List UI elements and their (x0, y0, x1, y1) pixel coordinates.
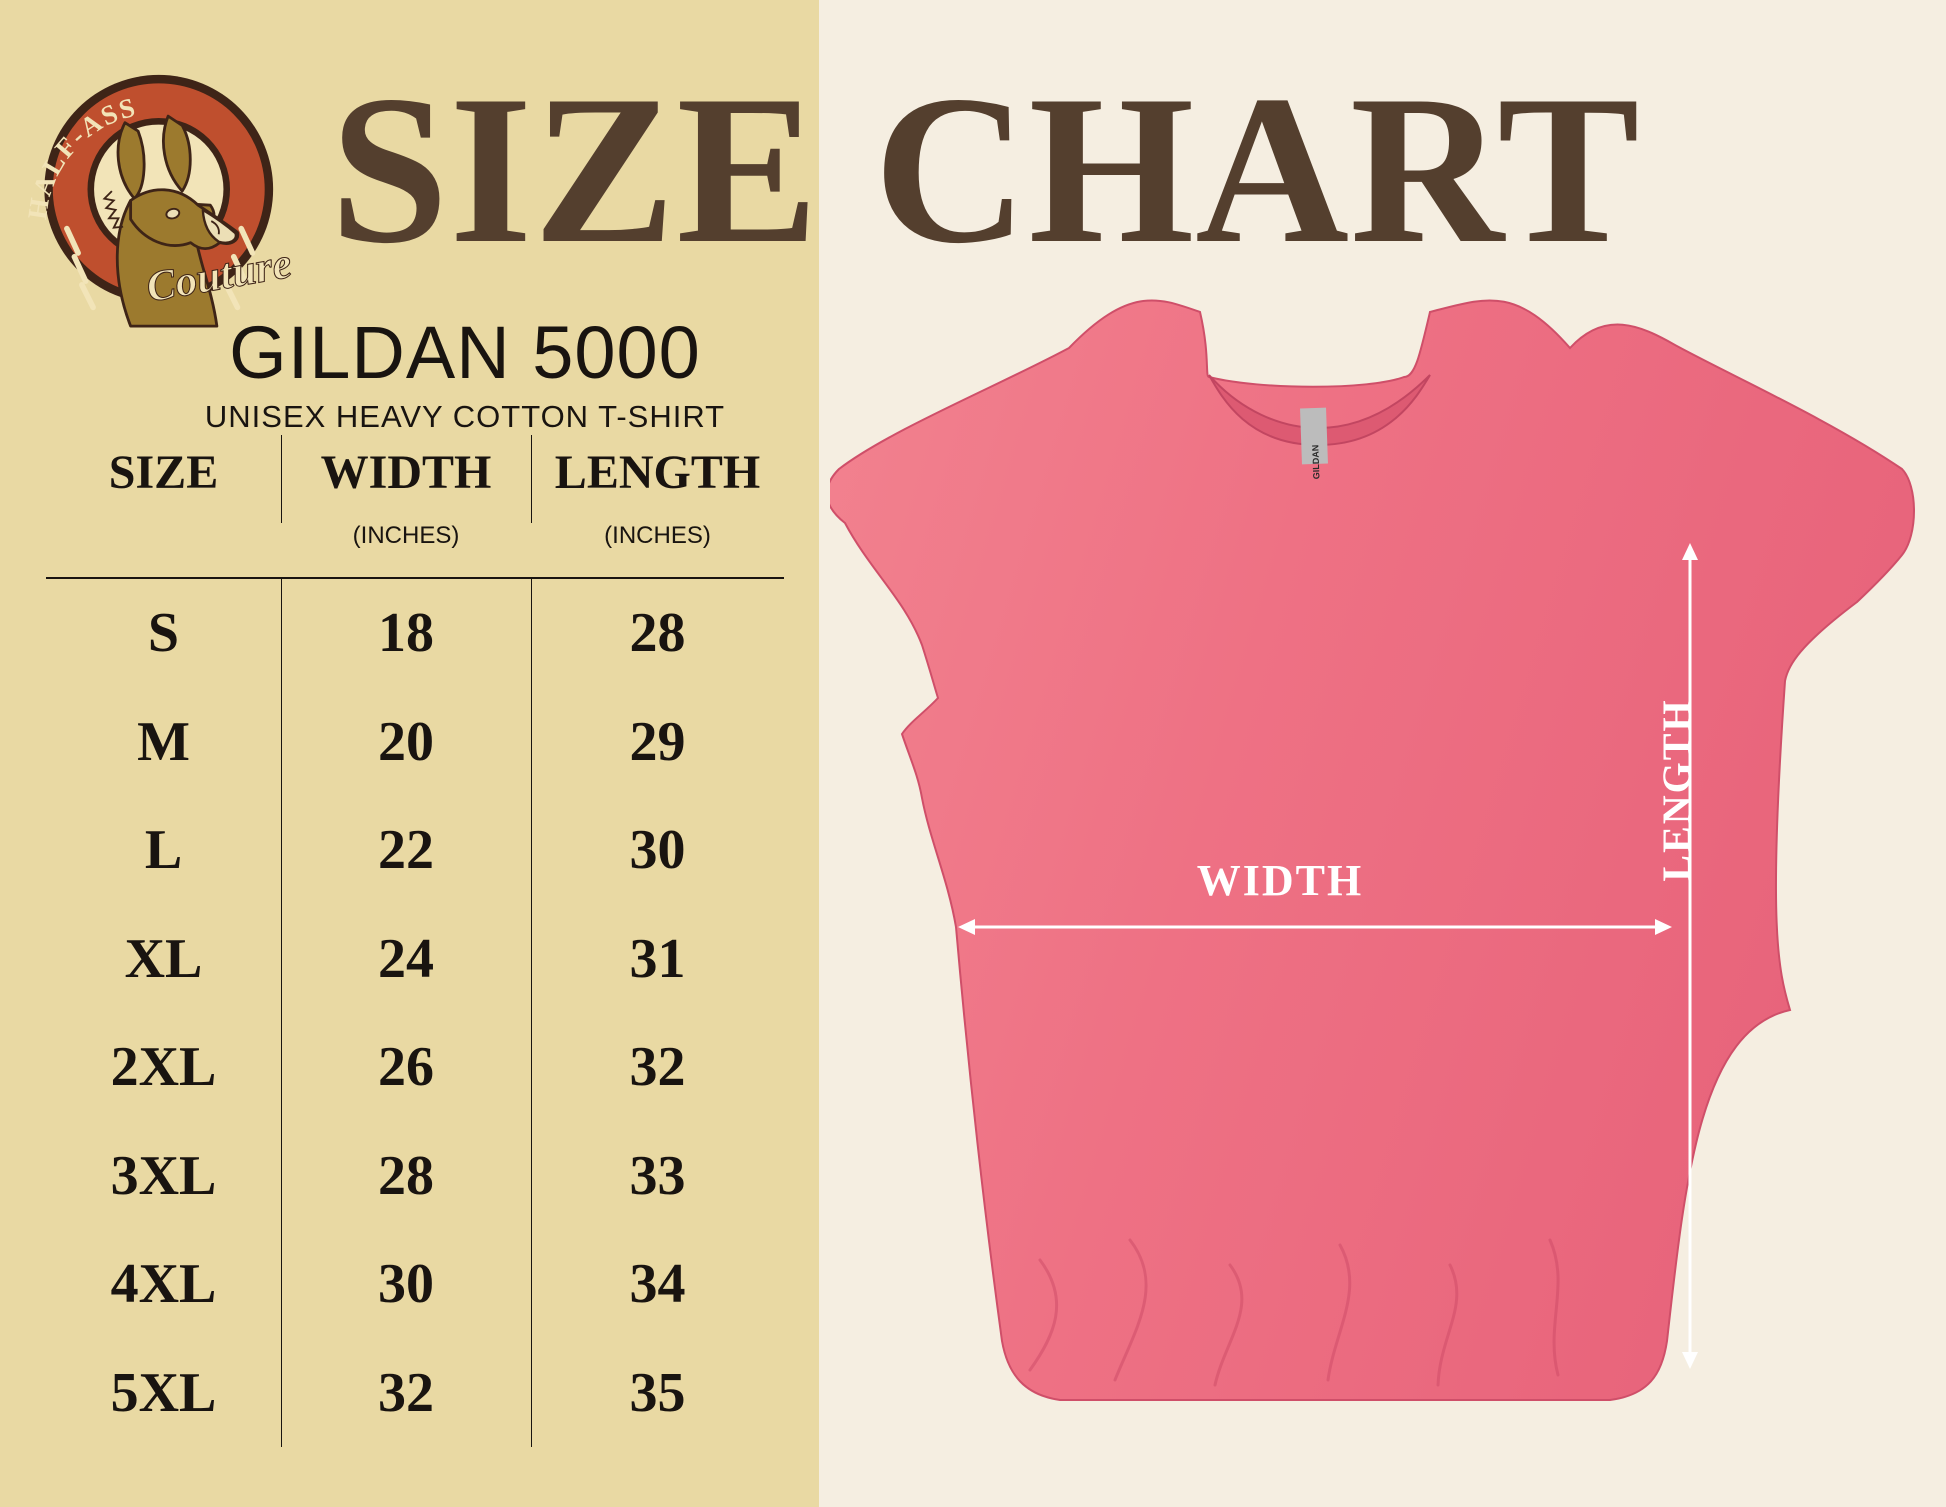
svg-text:GILDAN: GILDAN (1310, 445, 1321, 480)
